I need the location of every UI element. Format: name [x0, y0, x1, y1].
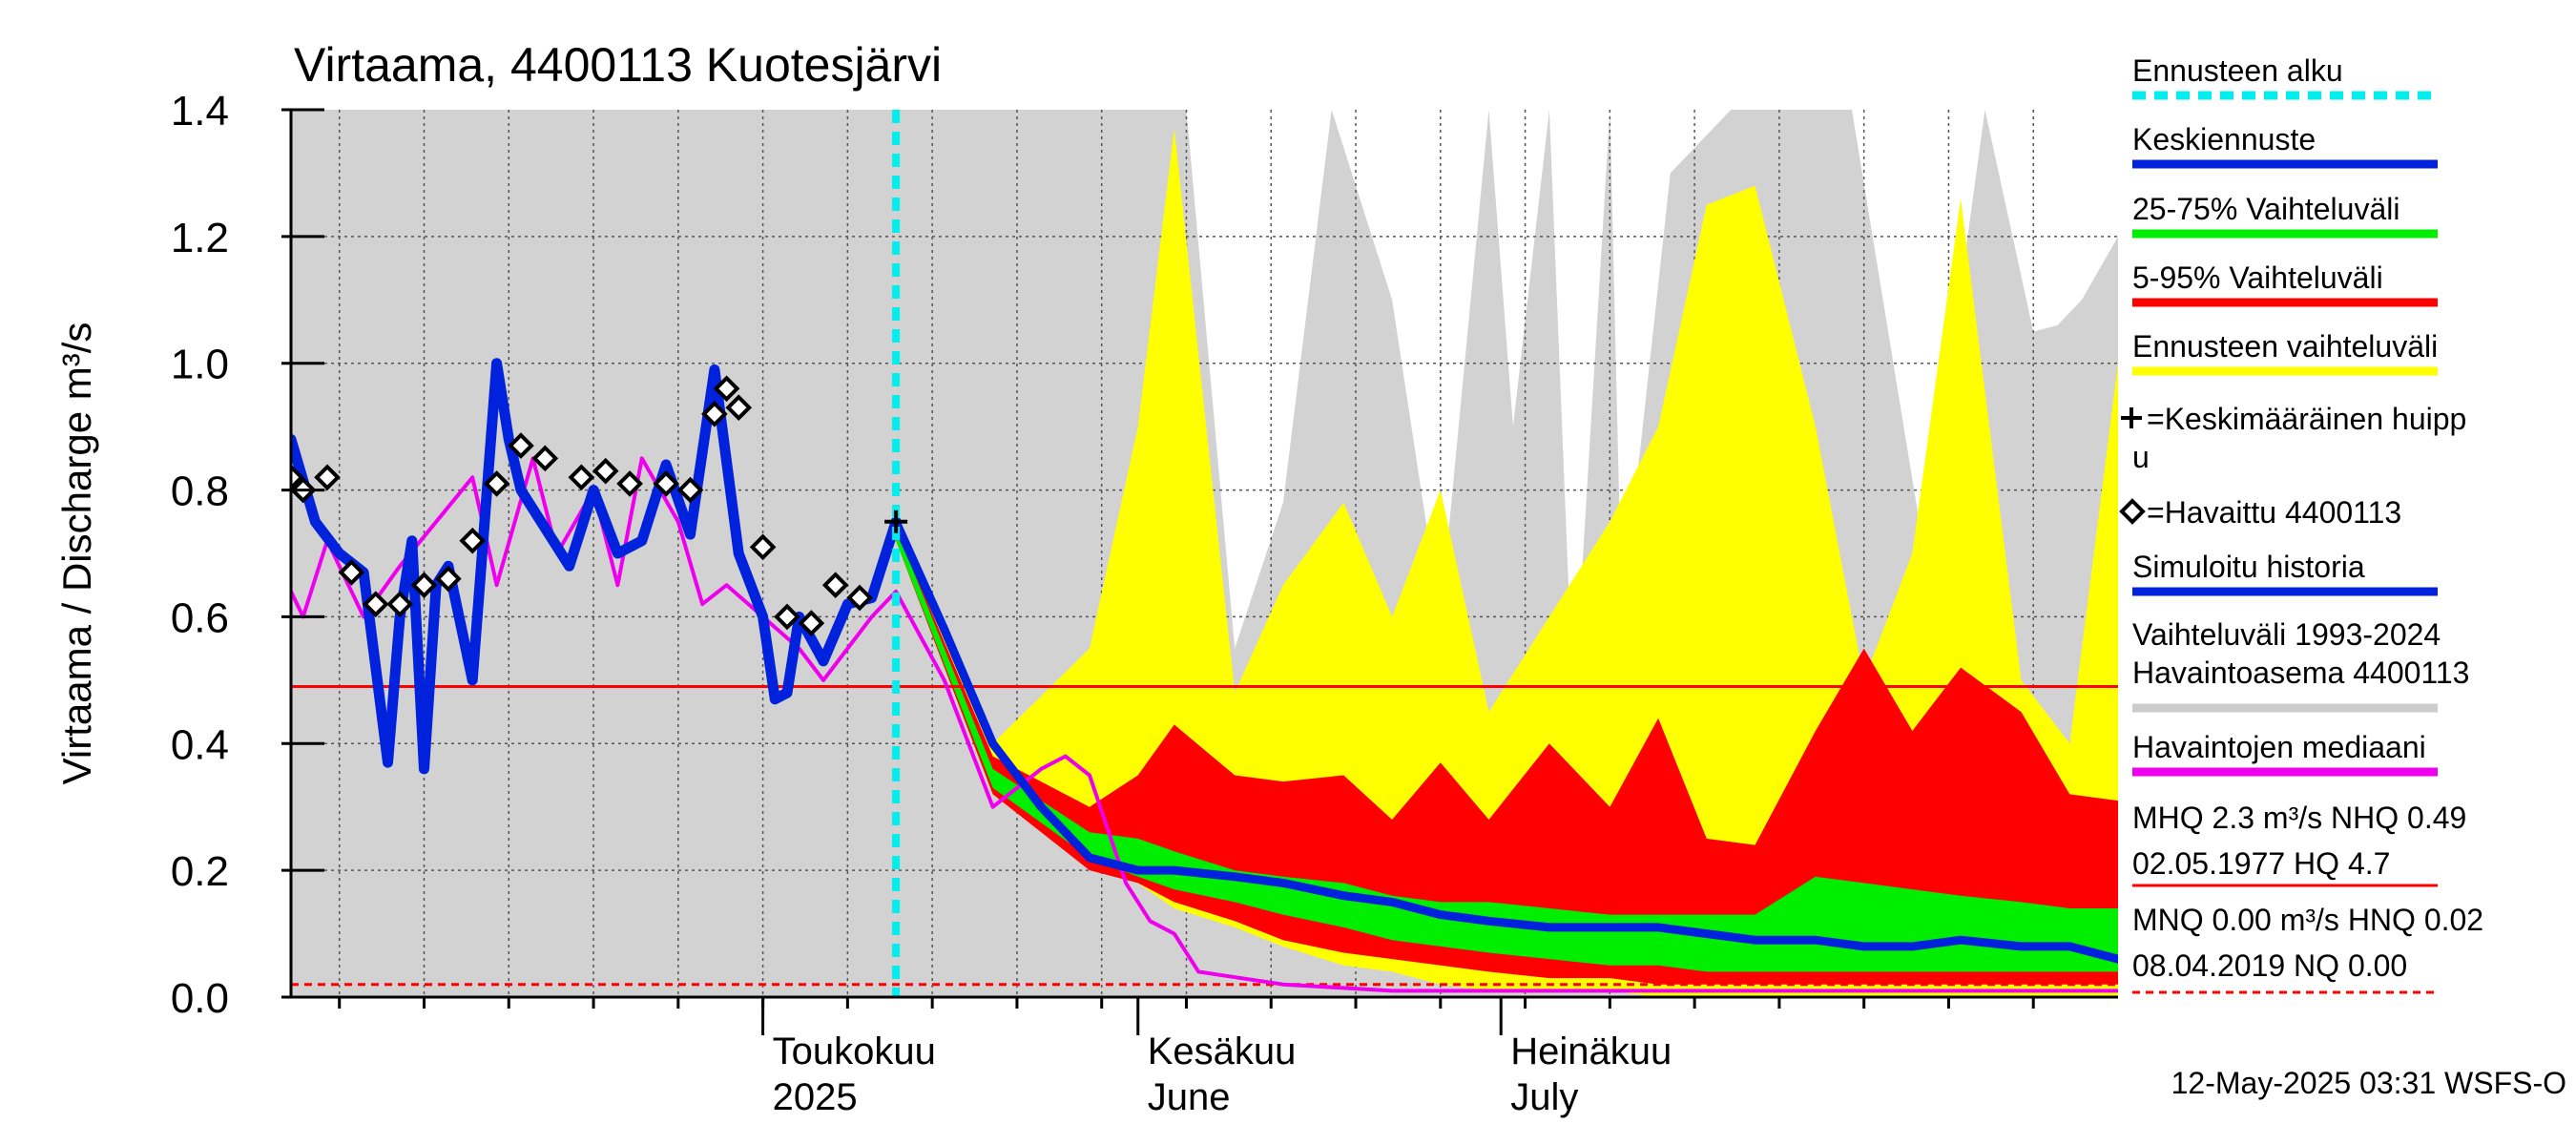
observed-point: [592, 457, 619, 485]
mean-peak-marker: [884, 510, 908, 533]
month-label-en: 2025: [773, 1076, 858, 1118]
legend-item: 25-75% Vaihteluväli: [2132, 192, 2438, 239]
month-label-en: June: [1148, 1076, 1231, 1118]
y-tick-label: 1.0: [171, 342, 229, 388]
y-axis-label: Virtaama / Discharge m³/s: [54, 323, 99, 785]
legend-item: Simuloitu historia: [2132, 550, 2438, 596]
y-tick-label: 0.0: [171, 975, 229, 1022]
legend-item: MHQ 2.3 m³/s NHQ 0.49 02.05.1977 HQ 4.7: [2132, 801, 2466, 887]
legend-label: Ennusteen alku: [2132, 53, 2343, 88]
observed-point: [821, 572, 849, 599]
observed-point: [616, 470, 643, 497]
legend-label: Simuloitu historia: [2132, 550, 2365, 584]
observed-point: [410, 572, 438, 599]
y-tick-label: 1.2: [171, 215, 229, 261]
observed-point: [713, 375, 740, 403]
legend-label: MNQ 0.00 m³/s HNQ 0.02: [2132, 903, 2483, 937]
y-tick-label: 0.6: [171, 594, 229, 641]
legend-label: Vaihteluväli 1993-2024: [2132, 617, 2441, 652]
legend-label-2: Havaintoasema 4400113: [2132, 656, 2469, 690]
observed-point: [653, 470, 679, 497]
observed-point: [568, 464, 595, 491]
legend-label: Havaintojen mediaani: [2132, 730, 2426, 764]
legend: Ennusteen alku Keskiennuste 25-75% Vaihtel…: [2119, 53, 2483, 994]
observed-point: [846, 584, 873, 612]
legend-label-2: u: [2132, 440, 2150, 474]
observed-point: [314, 464, 341, 491]
legend-label: 5-95% Vaihteluväli: [2132, 260, 2383, 295]
legend-item: MNQ 0.00 m³/s HNQ 0.02 08.04.2019 NQ 0.00: [2132, 903, 2483, 994]
legend-label: =Havaittu 4400113: [2147, 495, 2401, 530]
legend-label: =Keskimääräinen huipp: [2147, 402, 2466, 436]
observed-point: [508, 432, 534, 459]
month-label-en: July: [1510, 1076, 1578, 1118]
observed-point: [338, 559, 365, 586]
legend-item: Keskiennuste: [2132, 122, 2438, 169]
legend-item: Ennusteen alku: [2132, 53, 2438, 100]
legend-item: Ennusteen vaihteluväli: [2132, 329, 2438, 376]
observed-median-line: [291, 456, 2118, 993]
observed-point: [531, 445, 559, 472]
forecast-25-75-band: [896, 528, 2118, 972]
plot-area: [291, 110, 2118, 997]
month-label-fi: Heinäkuu: [1510, 1030, 1672, 1072]
legend-label-2: 02.05.1977 HQ 4.7: [2132, 846, 2390, 881]
observed-point: [676, 476, 704, 504]
legend-label: 25-75% Vaihteluväli: [2132, 192, 2399, 226]
mean-forecast-line: [891, 517, 2118, 964]
legend-item: Vaihteluväli 1993-2024 Havaintoasema 440…: [2132, 617, 2469, 713]
y-tick-label: 0.4: [171, 721, 229, 768]
observed-point: [291, 464, 304, 491]
footer-timestamp: 12-May-2025 03:31 WSFS-O: [2171, 1066, 2566, 1100]
observed-point: [798, 610, 825, 636]
observed-point: [725, 394, 753, 422]
observed-point: [701, 401, 728, 427]
legend-label: Ennusteen vaihteluväli: [2132, 329, 2438, 364]
legend-label: MHQ 2.3 m³/s NHQ 0.49: [2132, 801, 2466, 835]
legend-label-2: 08.04.2019 NQ 0.00: [2132, 948, 2407, 983]
y-tick-label: 1.4: [171, 88, 229, 135]
y-tick-label: 0.8: [171, 468, 229, 515]
legend-item: =Keskimääräinen huipp u: [2121, 402, 2466, 474]
month-label-fi: Toukokuu: [773, 1030, 936, 1072]
legend-diamond-icon: [2119, 498, 2146, 525]
observed-point: [774, 603, 800, 631]
legend-label: Keskiennuste: [2132, 122, 2316, 156]
legend-item: Havaintojen mediaani: [2132, 730, 2438, 777]
chart-title: Virtaama, 4400113 Kuotesjärvi: [294, 38, 942, 92]
observed-point: [483, 470, 510, 497]
observed-point: [386, 591, 413, 617]
legend-item: =Havaittu 4400113: [2119, 495, 2401, 530]
observed-point: [749, 533, 777, 561]
month-label-fi: Kesäkuu: [1148, 1030, 1297, 1072]
observed-point: [362, 591, 389, 617]
observed-point: [435, 565, 462, 593]
observed-point: [459, 527, 487, 554]
y-tick-label: 0.2: [171, 848, 229, 895]
legend-item: 5-95% Vaihteluväli: [2132, 260, 2438, 307]
